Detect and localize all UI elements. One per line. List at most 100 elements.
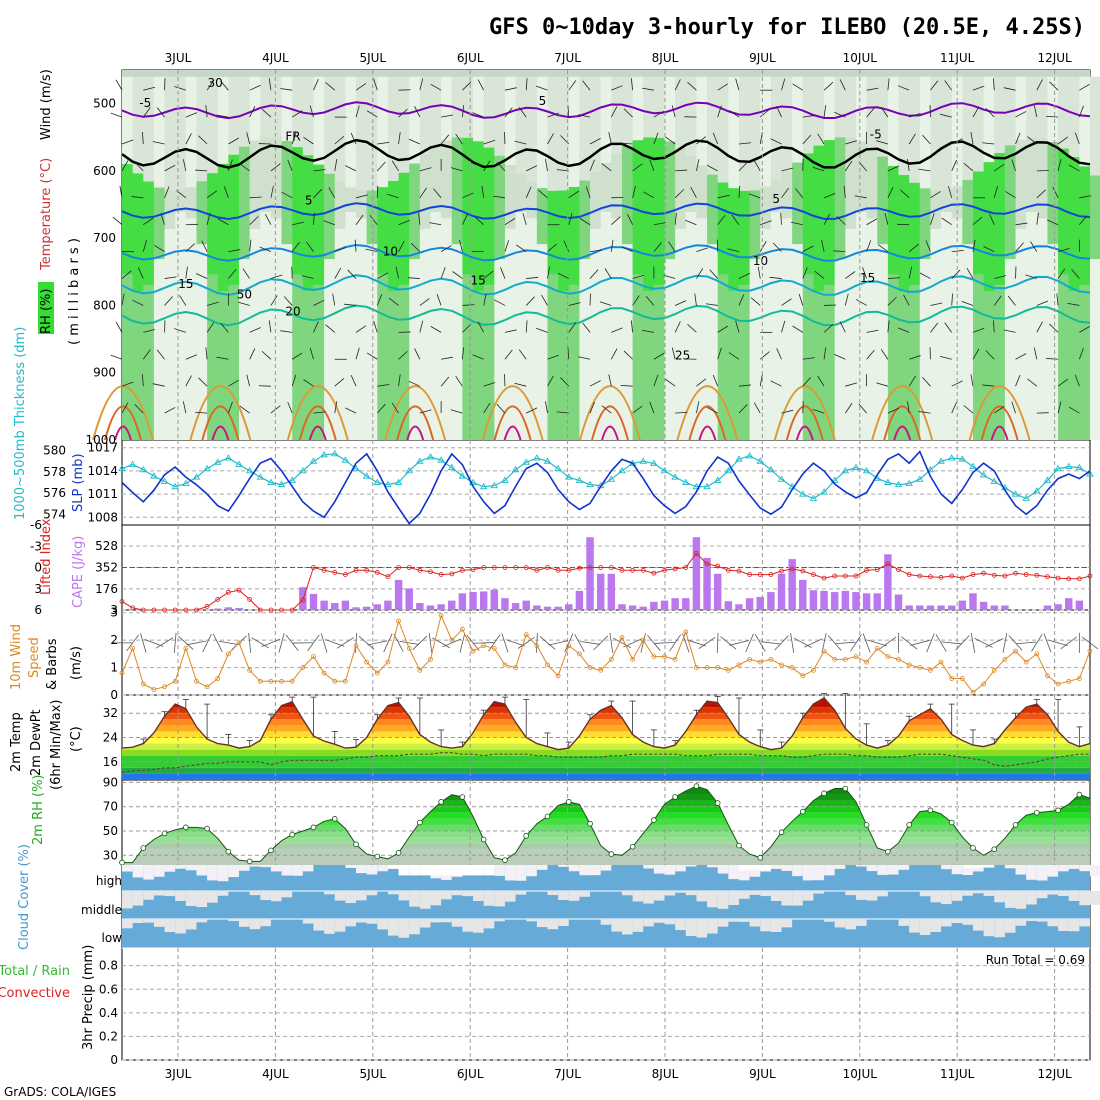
- wind-barb: [355, 325, 367, 333]
- cloud-ylabel: Cloud Cover (%): [17, 844, 32, 950]
- rh-cell: [334, 181, 347, 229]
- wind-barb: [536, 85, 548, 91]
- rh-cell: [972, 76, 985, 172]
- cloud-clear-cell: [877, 865, 888, 875]
- cape-bar: [660, 600, 669, 610]
- wind-barb: [757, 266, 761, 279]
- cloud-clear-cell: [972, 919, 984, 931]
- thickness-point: [192, 473, 201, 480]
- date-label-top: 4JUL: [262, 51, 289, 65]
- cloud-clear-cell: [675, 919, 686, 931]
- thickness-point: [352, 464, 360, 472]
- cloud-clear-cell: [738, 919, 750, 922]
- wind-barb: [696, 268, 704, 279]
- temp-band: [122, 698, 1090, 708]
- cape-bar: [735, 604, 743, 610]
- wind-barb: [780, 212, 782, 225]
- thickness-point: [692, 482, 701, 490]
- wind-speed-point: [257, 678, 263, 684]
- wind-barb: [249, 239, 252, 252]
- rh-cell: [473, 76, 485, 142]
- thickness-ytick: 576: [43, 486, 66, 500]
- li-point: [598, 565, 604, 570]
- wind-barb: [206, 190, 218, 199]
- rh-cell: [802, 76, 815, 154]
- wind-barb: [1036, 321, 1043, 333]
- wind-speed-point: [162, 684, 167, 690]
- surface-wind-barb: [320, 633, 328, 653]
- wind-barb: [1049, 323, 1059, 333]
- wind-barb: [164, 164, 176, 172]
- cloud-clear-cell: [1058, 891, 1069, 896]
- cloud-clear-cell: [632, 919, 644, 932]
- rh-cell: [738, 190, 751, 285]
- rh-cell: [143, 76, 155, 182]
- warm-contour: [773, 385, 836, 441]
- rh-cell: [228, 284, 241, 440]
- contour-label: 50: [237, 288, 252, 302]
- wind-barb: [1046, 115, 1059, 118]
- rh-cell: [664, 76, 677, 142]
- rh-cell: [175, 76, 187, 191]
- wind-barb: [182, 401, 187, 414]
- cape-bar: [830, 592, 839, 610]
- cloud-clear-cell: [334, 919, 346, 932]
- rh-cell: [930, 76, 943, 191]
- rh-cell: [877, 244, 889, 440]
- wind-barb: [206, 212, 211, 225]
- rh-cell: [653, 76, 666, 138]
- wind-barb: [951, 293, 953, 306]
- wind-barb: [641, 87, 654, 91]
- li-point: [832, 573, 838, 579]
- rh-cell: [611, 153, 623, 219]
- wind-barb: [1025, 274, 1037, 279]
- cape-bar: [607, 573, 616, 610]
- date-label-bottom: 12JUL: [1037, 1067, 1072, 1081]
- date-label-bottom: 10JUL: [843, 1067, 878, 1081]
- cape-bar: [767, 592, 775, 610]
- wind-barb: [268, 320, 272, 333]
- wind-barb: [195, 411, 208, 414]
- surface-wind-barb: [1002, 633, 1008, 653]
- warm-contour: [591, 405, 629, 441]
- wind-barb: [313, 169, 326, 172]
- wind-barb: [632, 163, 643, 172]
- thickness-point: [564, 473, 573, 480]
- wind-speed-point: [342, 678, 348, 684]
- wind-barb: [228, 137, 239, 145]
- li-point: [725, 567, 731, 573]
- wind-barb: [601, 163, 612, 172]
- li-point: [364, 567, 370, 573]
- li-point: [768, 572, 774, 577]
- wind-barb: [433, 188, 442, 199]
- wind-barb: [944, 80, 953, 91]
- wind-speed-point: [247, 667, 253, 673]
- cloud-clear-cell: [898, 865, 910, 870]
- wind-speed-point: [662, 654, 667, 660]
- thickness-slp-panel: [118, 440, 1094, 525]
- temp-band: [122, 773, 1090, 780]
- wind-barb: [398, 219, 410, 226]
- rh-cell: [1058, 76, 1070, 149]
- cape-bar: [692, 537, 701, 610]
- wind-barb: [735, 78, 740, 91]
- rh-cell: [1036, 76, 1049, 139]
- cloud-clear-cell: [738, 891, 750, 899]
- wind-barb: [452, 271, 463, 279]
- li-point: [385, 574, 391, 580]
- wind-barb: [696, 136, 707, 145]
- rh-cell: [324, 259, 336, 440]
- cloud-clear-cell: [132, 865, 144, 878]
- li-point: [672, 566, 678, 572]
- wind-barb: [138, 267, 144, 279]
- cape-bar: [969, 593, 977, 610]
- surface-wind-barb: [473, 642, 494, 644]
- wind-barb: [823, 213, 831, 225]
- wind-barb: [589, 249, 602, 253]
- cape-bar: [373, 604, 382, 610]
- surface-wind-barb: [790, 632, 795, 653]
- rh-cell: [153, 76, 166, 188]
- rh-cell: [1090, 76, 1100, 176]
- thickness-point: [426, 453, 435, 460]
- wind-barb: [876, 382, 889, 387]
